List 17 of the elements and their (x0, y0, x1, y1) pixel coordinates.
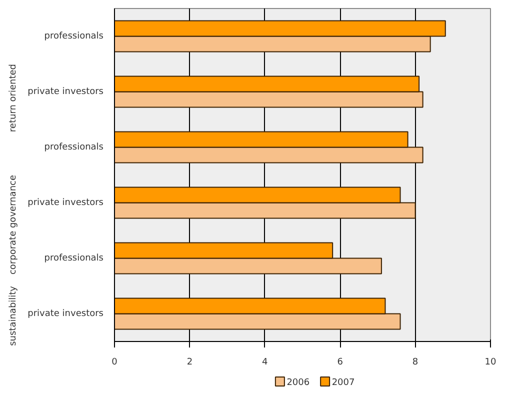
y-tick-label: professionals (44, 142, 104, 152)
legend-label: 2006 (286, 378, 310, 388)
text: return oriented (8, 64, 18, 132)
legend-label: 2007 (332, 378, 355, 388)
y-tick-label: private investors (28, 86, 104, 97)
x-tick-label: 2 (186, 358, 193, 368)
text: sustainability (8, 285, 18, 346)
y-tick-label: private investors (28, 198, 104, 208)
y-tick-label: professionals (44, 253, 104, 264)
text: corporate governance (8, 174, 18, 275)
x-tick-label: 10 (484, 358, 496, 368)
x-tick-label: 0 (112, 358, 118, 368)
y-tick-label: professionals (44, 31, 104, 42)
x-tick-label: 8 (412, 358, 418, 368)
y-tick-label: private investors (28, 308, 104, 319)
x-tick-label: 6 (337, 358, 344, 368)
x-tick-label: 4 (262, 358, 268, 368)
